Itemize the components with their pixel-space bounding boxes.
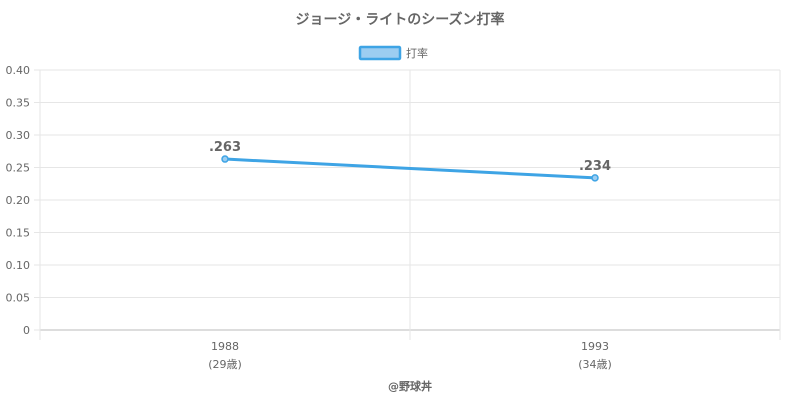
x-tick-sublabel: (29歳) <box>208 358 242 371</box>
y-tick-label: 0.15 <box>6 227 31 240</box>
y-tick-label: 0.30 <box>6 129 31 142</box>
y-tick-label: 0.20 <box>6 194 31 207</box>
chart-title: ジョージ・ライトのシーズン打率 <box>295 11 504 28</box>
data-point[interactable] <box>221 155 229 163</box>
legend[interactable]: 打率 <box>358 45 428 61</box>
y-tick-label: 0.35 <box>6 97 31 110</box>
x-tick-sublabel: (34歳) <box>578 358 612 371</box>
data-label: .263 <box>209 140 241 155</box>
data-label: .234 <box>579 159 611 174</box>
y-tick-label: 0.40 <box>6 64 31 77</box>
y-tick-label: 0.25 <box>6 162 31 175</box>
data-point[interactable] <box>591 174 599 182</box>
y-tick-label: 0.10 <box>6 259 31 272</box>
y-tick-label: 0 <box>23 324 30 337</box>
y-tick-label: 0.05 <box>6 292 31 305</box>
legend-swatch <box>358 45 402 61</box>
x-tick-label: 1993 <box>581 340 609 353</box>
legend-label: 打率 <box>406 46 428 60</box>
x-tick-label: 1988 <box>211 340 239 353</box>
credit-text: @野球丼 <box>388 379 432 393</box>
series-line <box>223 157 597 180</box>
